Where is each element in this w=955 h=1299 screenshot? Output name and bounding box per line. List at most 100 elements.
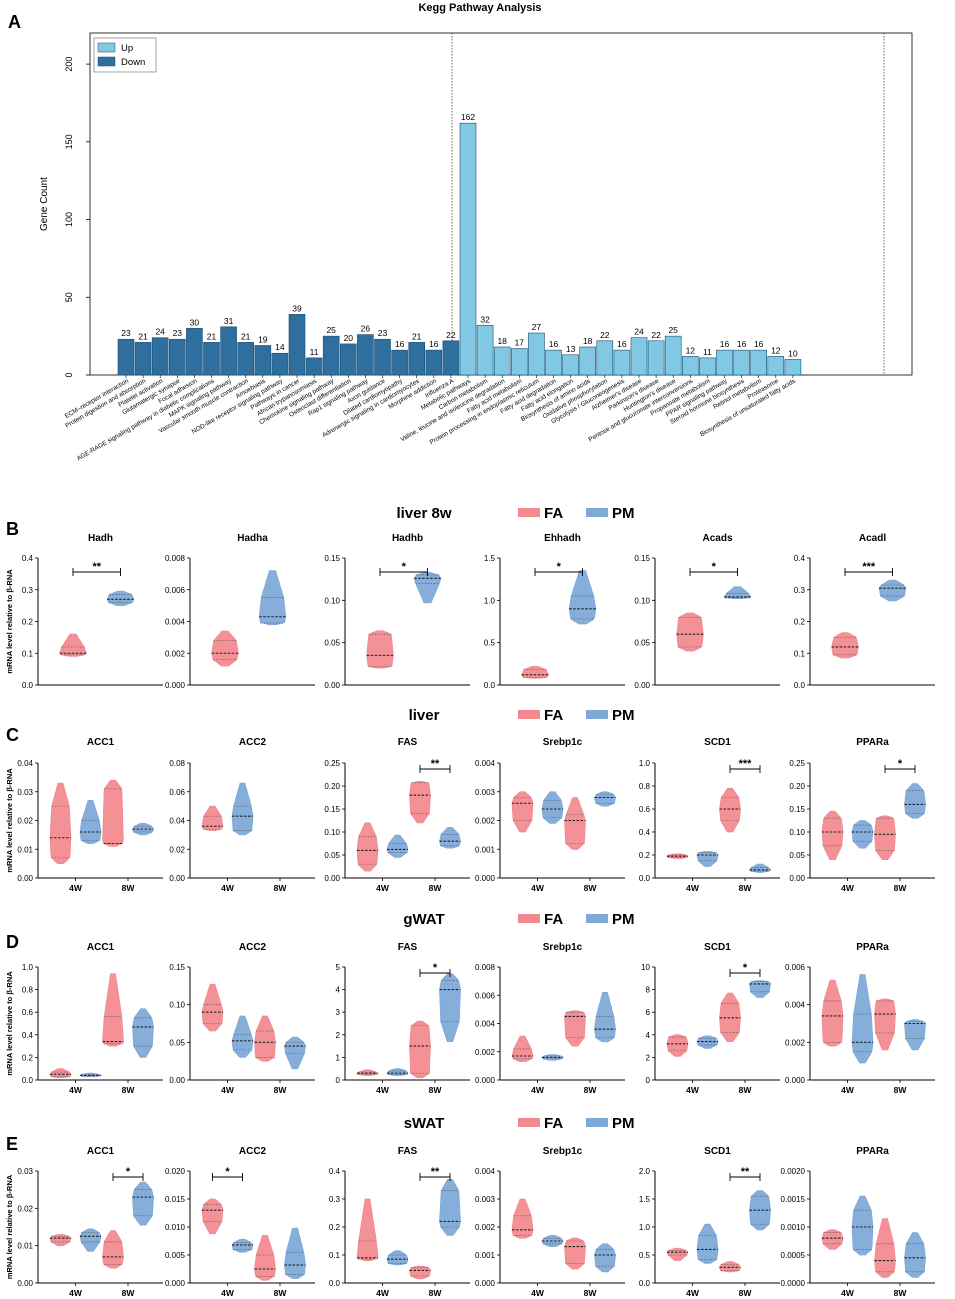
violin <box>79 1228 102 1252</box>
subplot-acc2: ACC2 0.00 0.02 0.04 0.06 0.08 4W 8W <box>169 737 315 893</box>
subplot-ehhadh: Ehhadh 0.0 0.5 1.0 1.5 * <box>484 533 625 690</box>
x-tick-label: 4W <box>69 883 83 893</box>
bar-value-label: 16 <box>754 339 764 349</box>
violin <box>409 781 431 824</box>
subplot-title: SCD1 <box>704 737 731 748</box>
violin <box>201 1198 224 1235</box>
x-tick-label: 8W <box>894 1085 908 1095</box>
bar <box>545 349 562 376</box>
violin <box>594 1243 616 1273</box>
violin <box>874 998 896 1051</box>
subplot-title: Srebp1c <box>543 942 583 953</box>
y-axis-label: mRNA level relative to β-RNA <box>5 971 14 1076</box>
bar <box>134 342 152 376</box>
y-tick-label: 100 <box>64 212 74 227</box>
y-tick-label: 0.0 <box>794 681 806 690</box>
bar <box>784 359 802 376</box>
violin <box>904 1019 926 1051</box>
y-tick-label: 0 <box>64 372 74 377</box>
y-tick-label: 0.10 <box>789 828 805 837</box>
bar-value-label: 14 <box>275 342 285 352</box>
bar-value-label: 12 <box>771 345 781 355</box>
y-tick-label: 0.03 <box>17 788 33 797</box>
subplot-fas: FAS 0.00 0.05 0.10 0.15 0.20 0.25 4W 8W ** <box>324 737 470 893</box>
y-tick-label: 0.002 <box>475 1223 496 1232</box>
bar <box>374 338 391 376</box>
x-tick-label: 8W <box>274 1288 288 1298</box>
violin <box>564 797 586 850</box>
bar-value-label: 17 <box>515 338 525 348</box>
violin <box>719 787 741 833</box>
y-axis-label: mRNA level relative to β-RNA <box>5 1174 14 1279</box>
y-tick-label: 0 <box>336 1076 341 1085</box>
bar-value-label: 16 <box>720 339 730 349</box>
bar <box>271 352 289 376</box>
y-tick-label: 0.15 <box>169 963 185 972</box>
x-tick-label: 8W <box>739 1288 753 1298</box>
y-tick-label: 1.0 <box>484 596 496 605</box>
bar <box>459 122 477 376</box>
significance-label: * <box>126 1166 131 1178</box>
violin <box>594 992 616 1043</box>
y-tick-label: 1.0 <box>22 963 34 972</box>
violin <box>409 1265 431 1280</box>
subplot-title: PPARa <box>856 1146 889 1157</box>
bar-value-label: 10 <box>788 348 798 358</box>
bar <box>647 340 665 376</box>
bar-value-label: 23 <box>173 328 183 338</box>
y-tick-label: 0.004 <box>475 1167 496 1176</box>
y-tick-label: 0.02 <box>17 817 33 826</box>
x-tick-label: 4W <box>686 883 700 893</box>
legend-swatch-down <box>97 56 116 67</box>
significance-label: ** <box>92 561 101 573</box>
x-tick-label: 4W <box>686 1085 700 1095</box>
significance-label: * <box>898 758 903 770</box>
y-tick-label: 1 <box>336 1053 341 1062</box>
y-tick-label: 3 <box>336 1008 341 1017</box>
x-tick-label: 8W <box>122 1085 136 1095</box>
violin <box>413 572 442 604</box>
y-tick-label: 0.00 <box>324 874 340 883</box>
y-tick-label: 0.004 <box>475 759 496 768</box>
x-tick-label: 4W <box>841 1288 855 1298</box>
bar-value-label: 20 <box>344 333 354 343</box>
x-tick-label: 4W <box>841 883 855 893</box>
subplot-title: FAS <box>398 1146 418 1157</box>
bar-value-label: 30 <box>190 317 200 327</box>
subplot-title: FAS <box>398 737 418 748</box>
legend-swatch-fa <box>518 1118 540 1127</box>
subplot-fas: FAS 0 1 2 3 4 5 4W 8W * <box>336 942 470 1095</box>
subplot-ppara: PPARa 0.0000 0.0005 0.0010 0.0015 0.0020 4W 8W <box>781 1146 935 1298</box>
legend-swatch-pm <box>586 1118 608 1127</box>
y-axis-label: mRNA level relative to β-RNA <box>5 569 14 674</box>
bar <box>220 326 237 376</box>
subplot-fas: FAS 0.0 0.1 0.2 0.3 0.4 4W 8W ** <box>329 1146 470 1298</box>
y-tick-label: 0.05 <box>169 1038 185 1047</box>
bar <box>528 332 545 376</box>
y-tick-label: 0.8 <box>639 782 651 791</box>
y-tick-label: 0.2 <box>22 1053 34 1062</box>
violin <box>511 791 534 833</box>
y-tick-label: 0.2 <box>639 851 651 860</box>
violin <box>851 1195 874 1256</box>
y-tick-label: 0.0000 <box>781 1279 806 1288</box>
bar <box>305 357 323 376</box>
bar-value-label: 21 <box>138 331 148 341</box>
y-tick-label: 0.00 <box>169 874 185 883</box>
y-tick-label: 0.0 <box>22 681 34 690</box>
subplot-ppara: PPARa 0.00 0.05 0.10 0.15 0.20 0.25 4W 8W * <box>789 737 935 893</box>
y-tick-label: 0.008 <box>165 554 186 563</box>
y-tick-label: 0.004 <box>165 618 186 627</box>
y-tick-label: 0.4 <box>639 828 651 837</box>
significance-label: *** <box>862 561 876 573</box>
subplot-title: Srebp1c <box>543 737 583 748</box>
bar <box>596 340 614 376</box>
subplot-acadl: Acadl 0.0 0.1 0.2 0.3 0.4 *** <box>794 533 935 690</box>
y-tick-label: 0.4 <box>794 554 806 563</box>
bar-value-label: 18 <box>583 336 593 346</box>
subplot-acads: Acads 0.00 0.05 0.10 0.15 * <box>634 533 780 690</box>
violin <box>231 782 254 836</box>
y-tick-label: 0.020 <box>165 1167 186 1176</box>
y-tick-label: 0.15 <box>789 805 805 814</box>
